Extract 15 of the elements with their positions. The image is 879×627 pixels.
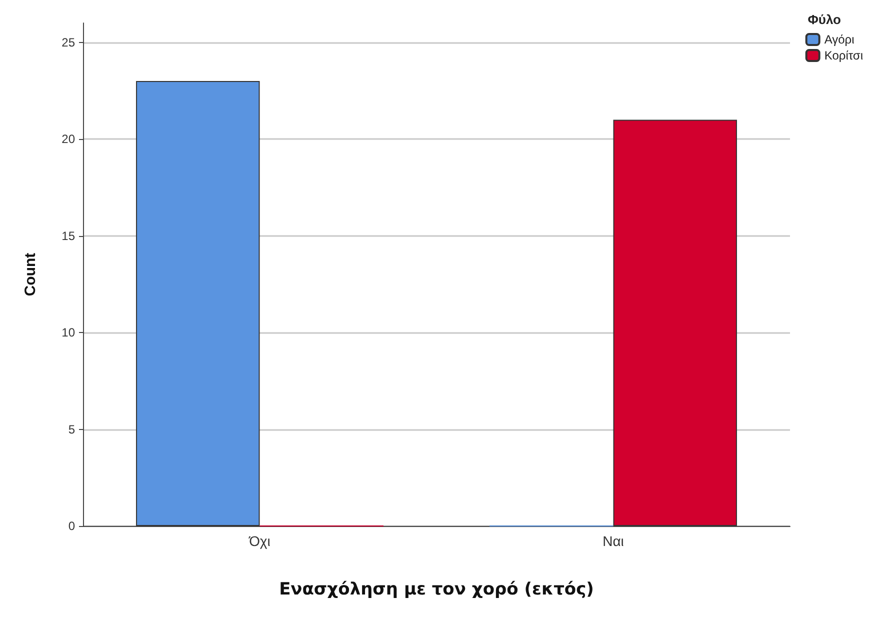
legend-label: Αγόρι: [824, 32, 855, 46]
y-tick-label: 10: [62, 326, 76, 340]
y-axis-title: Count: [22, 252, 39, 296]
y-tick-label: 15: [62, 228, 76, 243]
legend-label: Κορίτσι: [824, 48, 864, 62]
x-axis-title: Ενασχόληση με τον χορό (εκτός): [279, 580, 594, 600]
x-tick-label: Όχι: [248, 533, 270, 549]
bar: [136, 81, 260, 526]
bar: [613, 120, 737, 526]
y-tick-label: 20: [62, 132, 76, 146]
x-tick-label: Ναι: [602, 533, 624, 549]
y-tick-label: 5: [68, 422, 76, 436]
y-tick-label: 0: [68, 519, 76, 533]
legend-title: Φύλο: [808, 12, 842, 27]
y-tick-label: 25: [62, 35, 76, 50]
